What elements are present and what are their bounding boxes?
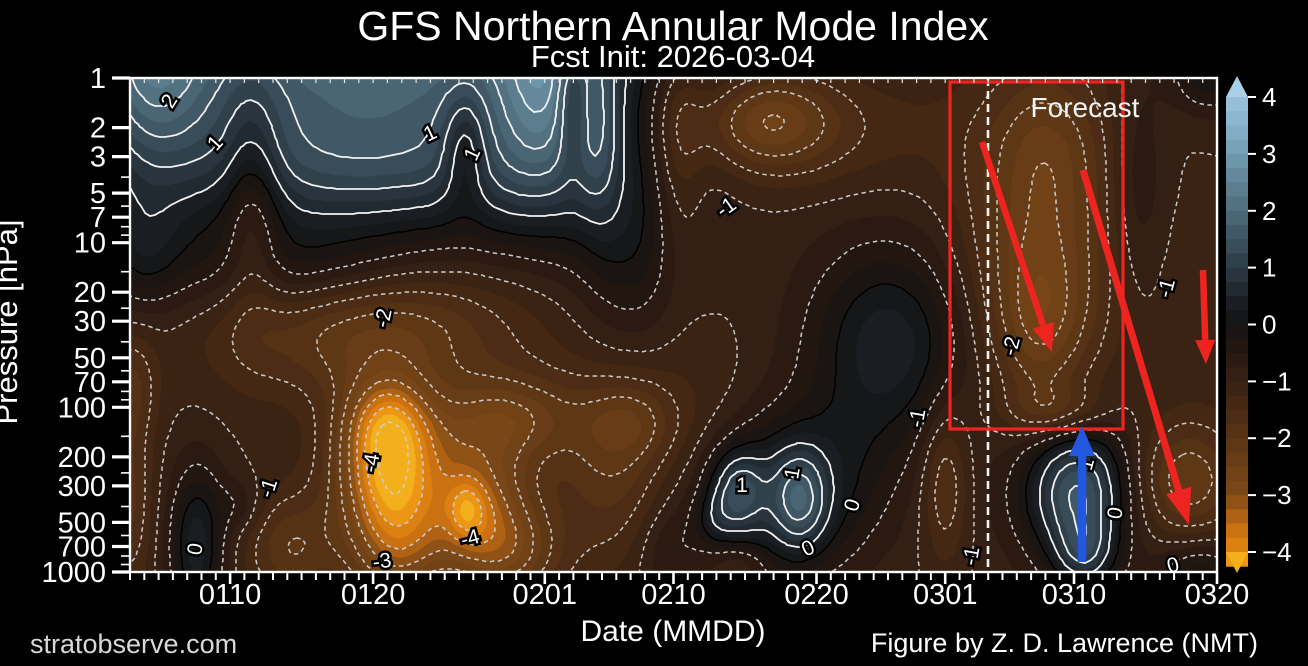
svg-text:1: 1 xyxy=(736,474,748,497)
svg-text:7: 7 xyxy=(90,202,106,234)
svg-text:Pressure [hPa]: Pressure [hPa] xyxy=(0,219,24,424)
svg-text:Fcst Init: 2026-03-04: Fcst Init: 2026-03-04 xyxy=(531,39,815,74)
svg-text:200: 200 xyxy=(58,442,106,474)
svg-text:−4: −4 xyxy=(1262,537,1292,567)
svg-text:0310: 0310 xyxy=(1042,579,1107,611)
svg-text:0320: 0320 xyxy=(1185,579,1250,611)
svg-text:4: 4 xyxy=(1262,82,1276,112)
svg-text:Figure by Z. D. Lawrence (NMT): Figure by Z. D. Lawrence (NMT) xyxy=(871,628,1258,658)
svg-text:1: 1 xyxy=(1262,253,1276,283)
svg-text:−1: −1 xyxy=(1262,366,1292,396)
svg-text:20: 20 xyxy=(74,277,106,309)
svg-text:Forecast: Forecast xyxy=(1031,92,1140,123)
svg-text:3: 3 xyxy=(1262,139,1276,169)
svg-text:500: 500 xyxy=(58,507,106,539)
svg-text:10: 10 xyxy=(74,228,106,260)
svg-text:-1: -1 xyxy=(959,545,985,567)
svg-text:2: 2 xyxy=(1262,196,1276,226)
svg-text:−2: −2 xyxy=(1262,423,1292,453)
svg-text:50: 50 xyxy=(74,343,106,375)
svg-text:0: 0 xyxy=(1262,310,1276,340)
svg-text:1000: 1000 xyxy=(41,557,106,589)
svg-text:3: 3 xyxy=(90,142,106,174)
svg-text:-3: -3 xyxy=(371,549,393,574)
svg-text:70: 70 xyxy=(74,367,106,399)
svg-text:0201: 0201 xyxy=(513,579,578,611)
svg-text:0210: 0210 xyxy=(641,579,706,611)
svg-text:Date (MMDD): Date (MMDD) xyxy=(581,615,766,648)
svg-text:1: 1 xyxy=(90,63,106,95)
svg-text:0220: 0220 xyxy=(784,579,849,611)
svg-text:30: 30 xyxy=(74,306,106,338)
svg-text:GFS Northern Annular Mode Inde: GFS Northern Annular Mode Index xyxy=(357,3,989,49)
svg-text:-1: -1 xyxy=(905,407,931,429)
svg-text:700: 700 xyxy=(58,532,106,564)
svg-text:300: 300 xyxy=(58,471,106,503)
svg-text:stratobserve.com: stratobserve.com xyxy=(30,629,237,659)
svg-text:2: 2 xyxy=(90,113,106,145)
svg-text:0120: 0120 xyxy=(341,579,406,611)
svg-text:0110: 0110 xyxy=(199,579,261,611)
svg-text:100: 100 xyxy=(58,392,106,424)
svg-text:0301: 0301 xyxy=(913,579,978,611)
svg-text:5: 5 xyxy=(90,178,106,210)
svg-text:−3: −3 xyxy=(1262,480,1292,510)
